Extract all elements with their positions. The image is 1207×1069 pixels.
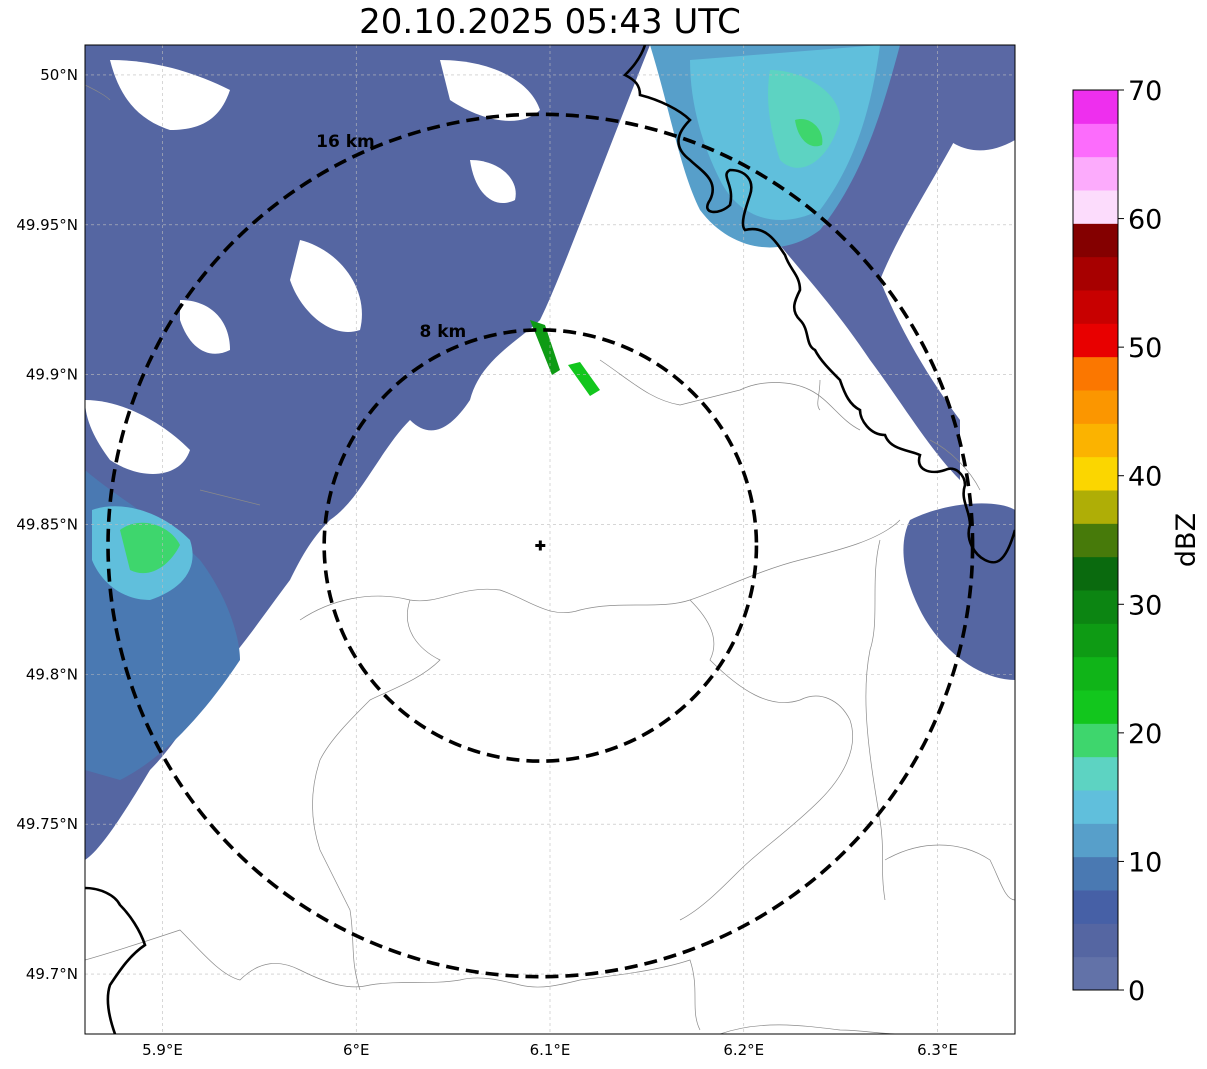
lat-tick-label: 49.7°N (26, 965, 78, 983)
colorbar-tick-label: 10 (1128, 847, 1162, 878)
echo-green-near-site-2 (568, 362, 600, 396)
longitude-ticks: 5.9°E 6°E 6.1°E 6.2°E 6.3°E (142, 1041, 958, 1059)
echo-gap-clear-south (298, 384, 899, 751)
colorbar-ticks: 0 10 20 30 40 50 60 70 (1118, 76, 1162, 1007)
lat-tick-label: 49.95°N (16, 216, 78, 234)
colorbar-swatch (1073, 823, 1118, 858)
colorbar-unit-label: dBZ (1171, 513, 1202, 567)
echo-gap-4 (85, 400, 190, 474)
colorbar-swatch (1073, 256, 1118, 291)
lat-tick-label: 49.8°N (26, 665, 78, 683)
colorbar-swatch (1073, 323, 1118, 358)
colorbar-swatch (1073, 290, 1118, 324)
range-ring (322, 328, 759, 763)
colorbar-swatch (1073, 456, 1118, 491)
colorbar-tick-label: 20 (1128, 719, 1162, 750)
colorbar-swatch (1073, 123, 1118, 158)
echo-east (903, 503, 1015, 680)
range-ring (106, 112, 975, 979)
national-borders (85, 45, 1015, 1034)
echo-far-northeast (900, 45, 1015, 151)
map-frame (84, 44, 1016, 1035)
echo-northeast-core (795, 119, 823, 147)
colorbar-swatch (1073, 590, 1118, 624)
range-rings: 8 km 16 km (106, 112, 975, 979)
radar-site-marker (535, 540, 546, 551)
colorbar-tick-label: 30 (1128, 590, 1162, 621)
latitude-ticks: 50°N 49.95°N 49.9°N 49.85°N 49.8°N 49.75°N 49.… (16, 66, 78, 983)
colorbar-tick-label: 50 (1128, 333, 1162, 364)
colorbar-frame (1072, 89, 1119, 991)
echo-gap-2 (290, 240, 362, 332)
colorbar-swatch (1073, 523, 1118, 558)
colorbar-swatch (1073, 656, 1118, 691)
colorbar-swatch (1073, 556, 1118, 591)
lon-tick-label: 6.2°E (723, 1041, 764, 1059)
lon-tick-label: 6.3°E (917, 1041, 958, 1059)
map-title: 20.10.2025 05:43 UTC (359, 2, 741, 42)
colorbar-swatch (1073, 390, 1118, 424)
colorbar-tick-label: 70 (1128, 76, 1162, 107)
echo-gap-6 (470, 160, 516, 204)
colorbar-swatch (1073, 356, 1118, 391)
colorbar-swatch (1073, 190, 1118, 224)
colorbar-swatch (1073, 90, 1118, 124)
colorbar-swatch (1073, 890, 1118, 924)
colorbar-swatch (1073, 690, 1118, 724)
colorbar-swatch (1073, 756, 1118, 791)
graticule (85, 45, 1015, 1034)
colorbar-swatch (1073, 856, 1118, 891)
lon-tick-label: 6.1°E (530, 1041, 571, 1059)
range-ring-label: 8 km (420, 322, 467, 342)
lat-tick-label: 50°N (40, 66, 78, 84)
colorbar-swatch (1073, 223, 1118, 258)
lat-tick-label: 49.75°N (16, 815, 78, 833)
echo-west-cell-strong (120, 522, 180, 574)
map-panel[interactable]: 8 km 16 km (85, 45, 1015, 1034)
colorbar-swatch (1073, 156, 1118, 191)
colorbar-swatch (1073, 423, 1118, 458)
colorbar-swatch (1073, 790, 1118, 824)
colorbar-tick-label: 60 (1128, 205, 1162, 236)
colorbar-swatch (1073, 723, 1118, 758)
lat-tick-label: 49.9°N (26, 366, 78, 384)
range-ring-label: 16 km (316, 132, 375, 152)
lon-tick-label: 5.9°E (142, 1041, 183, 1059)
lon-tick-label: 6°E (343, 1041, 370, 1059)
echo-green-near-site (530, 320, 560, 375)
colorbar (1072, 89, 1119, 991)
colorbar-tick-label: 40 (1128, 462, 1162, 493)
echo-gap-1 (110, 60, 230, 130)
regional-boundaries (85, 84, 1015, 1034)
lat-tick-label: 49.85°N (16, 516, 78, 534)
colorbar-tick-label: 0 (1128, 976, 1145, 1007)
colorbar-swatch (1073, 956, 1118, 991)
colorbar-swatch (1073, 923, 1118, 958)
colorbar-swatch (1073, 490, 1118, 524)
echo-gap-5 (180, 300, 230, 354)
colorbar-swatch (1073, 623, 1118, 658)
